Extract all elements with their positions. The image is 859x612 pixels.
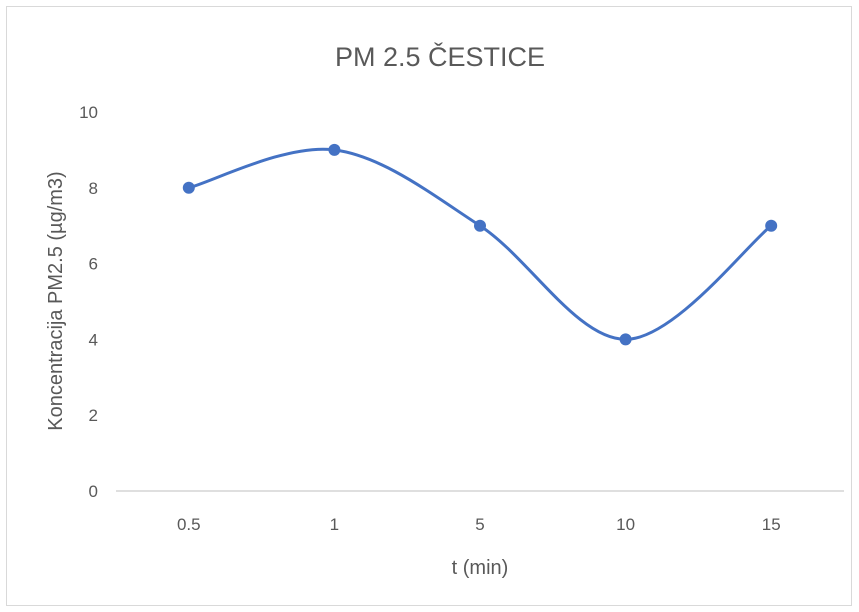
chart-title: PM 2.5 ČESTICE (335, 41, 545, 72)
series-line (188, 147, 773, 341)
data-point (765, 219, 778, 232)
data-point (619, 333, 632, 346)
x-tick-label: 0.5 (177, 515, 201, 534)
y-tick-label: 8 (89, 179, 98, 198)
data-point (182, 181, 195, 194)
y-tick-label: 6 (89, 255, 98, 274)
x-tick-label: 5 (475, 515, 484, 534)
x-tick-label: 15 (762, 515, 781, 534)
y-tick-label: 4 (89, 330, 98, 349)
y-axis-label: Koncentracija PM2.5 (µg/m3) (45, 171, 67, 430)
data-point (328, 143, 341, 156)
y-tick-label: 10 (79, 103, 98, 122)
chart-frame (6, 6, 852, 606)
x-tick-label: 1 (330, 515, 339, 534)
y-tick-label: 2 (89, 406, 98, 425)
y-axis-ticks: 0 2 4 6 8 10 (79, 103, 98, 501)
x-axis-ticks: 0.5 1 5 10 15 (177, 515, 781, 534)
x-tick-label: 10 (616, 515, 635, 534)
y-tick-label: 0 (89, 482, 98, 501)
data-points (182, 143, 778, 346)
data-point (474, 219, 486, 232)
x-axis-label: t (min) (452, 557, 509, 579)
